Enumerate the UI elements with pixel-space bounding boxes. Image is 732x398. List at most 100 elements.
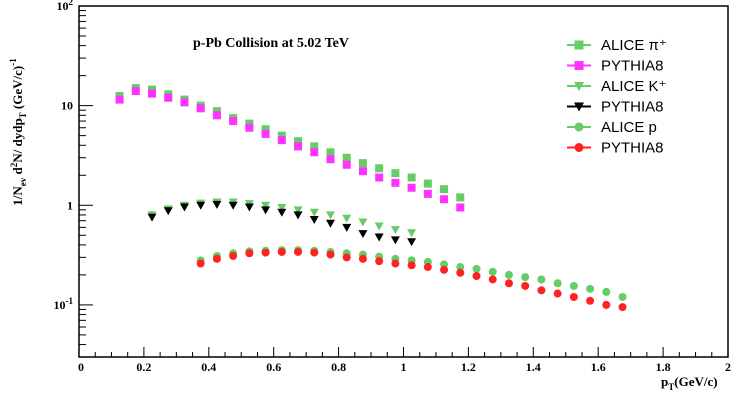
data-point bbox=[537, 275, 546, 284]
data-point bbox=[244, 203, 254, 212]
y-tick-label: 1 bbox=[67, 198, 73, 212]
data-point bbox=[342, 253, 351, 262]
data-point bbox=[553, 289, 562, 298]
legend-marker bbox=[574, 102, 584, 112]
data-point bbox=[553, 279, 562, 288]
data-point bbox=[504, 279, 513, 288]
data-point bbox=[277, 208, 287, 217]
data-point bbox=[212, 111, 221, 120]
data-point bbox=[325, 219, 335, 228]
x-tick-label: 0.4 bbox=[201, 360, 216, 374]
data-point bbox=[277, 131, 286, 140]
data-point bbox=[407, 229, 417, 238]
data-point bbox=[440, 185, 449, 194]
data-point bbox=[375, 173, 384, 182]
data-point bbox=[326, 155, 335, 164]
data-point bbox=[390, 236, 400, 245]
data-point bbox=[277, 203, 287, 212]
data-point bbox=[423, 263, 432, 272]
data-point bbox=[131, 87, 140, 96]
data-point bbox=[358, 159, 367, 168]
x-tick-label: 0.8 bbox=[331, 360, 346, 374]
data-point bbox=[358, 230, 368, 239]
data-point bbox=[618, 303, 627, 312]
x-axis-label: pT(GeV/c) bbox=[661, 374, 718, 392]
data-point bbox=[229, 251, 238, 260]
data-point bbox=[537, 286, 546, 295]
data-point bbox=[212, 107, 221, 116]
data-point bbox=[456, 268, 465, 277]
data-point bbox=[390, 226, 400, 235]
data-point bbox=[179, 203, 189, 212]
data-point bbox=[212, 254, 221, 263]
y-axis-label: 1/Nev d2N/ dydpT (GeV/c)-1 bbox=[8, 58, 28, 206]
data-point bbox=[391, 259, 400, 268]
data-point bbox=[602, 300, 611, 309]
data-point bbox=[245, 119, 254, 128]
series-4 bbox=[196, 246, 627, 302]
data-point bbox=[277, 247, 286, 256]
x-tick-label: 1.2 bbox=[461, 360, 476, 374]
data-point bbox=[374, 222, 384, 231]
data-point bbox=[293, 206, 303, 215]
data-point bbox=[586, 296, 595, 305]
data-point bbox=[407, 173, 416, 182]
y-tick-label: 102 bbox=[57, 0, 74, 13]
y-tick-label: 10 bbox=[61, 99, 73, 113]
series-3 bbox=[147, 200, 417, 247]
legend-label: ALICE p bbox=[601, 119, 657, 136]
data-point bbox=[261, 206, 271, 215]
legend-marker bbox=[574, 40, 584, 50]
x-tick-label: 0.6 bbox=[266, 360, 281, 374]
data-point bbox=[147, 213, 157, 222]
data-point bbox=[472, 272, 481, 281]
data-point bbox=[618, 293, 627, 302]
data-point bbox=[488, 275, 497, 284]
x-tick-label: 1.4 bbox=[526, 360, 541, 374]
data-point bbox=[423, 189, 432, 198]
data-points bbox=[115, 84, 627, 312]
data-point bbox=[261, 125, 270, 134]
series-1 bbox=[115, 87, 465, 212]
legend-label: PYTHIA8 bbox=[601, 58, 664, 75]
data-point bbox=[358, 254, 367, 263]
legend-marker bbox=[574, 122, 584, 132]
data-point bbox=[261, 248, 270, 257]
data-point bbox=[310, 248, 319, 257]
data-point bbox=[569, 281, 578, 290]
legend: ALICE π⁺ PYTHIA8 ALICE K⁺ PYTHIA8 ALICE p PYT… bbox=[567, 37, 667, 157]
data-point bbox=[163, 207, 173, 216]
data-point bbox=[294, 142, 303, 151]
data-point bbox=[342, 214, 352, 223]
legend-label: ALICE K⁺ bbox=[601, 78, 666, 95]
x-tick-label: 1.8 bbox=[656, 360, 671, 374]
data-point bbox=[521, 273, 530, 282]
data-point bbox=[586, 284, 595, 293]
data-point bbox=[326, 250, 335, 259]
legend-marker bbox=[574, 82, 584, 91]
data-point bbox=[228, 201, 238, 210]
data-point bbox=[196, 201, 206, 210]
data-point bbox=[407, 238, 417, 247]
data-point bbox=[423, 179, 432, 188]
data-point bbox=[294, 137, 303, 146]
data-point bbox=[358, 167, 367, 176]
y-axis-title: 1/Nev d2N/ dydpT (GeV/c)-1 bbox=[8, 58, 28, 206]
chart-title: p-Pb Collision at 5.02 TeV bbox=[193, 36, 349, 51]
x-tick-label: 0 bbox=[78, 360, 84, 374]
data-point bbox=[180, 98, 189, 107]
data-point bbox=[407, 183, 416, 192]
data-point bbox=[148, 89, 157, 98]
data-point bbox=[375, 257, 384, 266]
data-point bbox=[196, 104, 205, 113]
data-point bbox=[196, 259, 205, 268]
series-5 bbox=[196, 247, 627, 312]
data-point bbox=[148, 85, 157, 94]
x-tick-label: 1 bbox=[401, 360, 407, 374]
legend-label: PYTHIA8 bbox=[601, 99, 664, 116]
data-point bbox=[407, 261, 416, 270]
data-point bbox=[504, 270, 513, 279]
data-point bbox=[261, 129, 270, 138]
legend-marker bbox=[574, 61, 584, 70]
